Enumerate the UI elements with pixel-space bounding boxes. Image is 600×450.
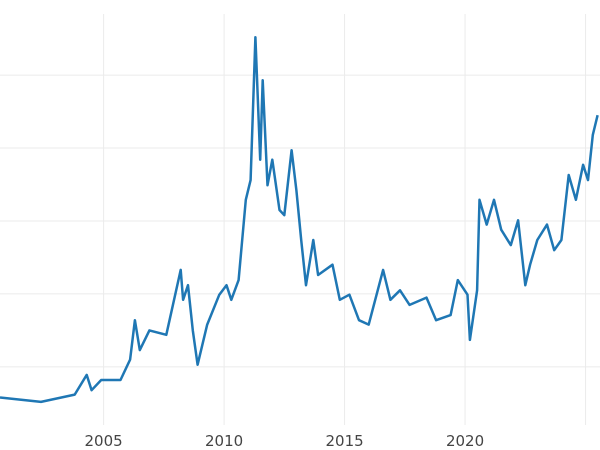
x-tick-label: 2005 (85, 432, 123, 450)
x-tick-label: 2015 (325, 432, 363, 450)
series-line (0, 35, 599, 404)
series-lines (0, 35, 599, 404)
x-axis-ticks: 2005 2010 2015 2020 (85, 432, 485, 450)
x-tick-label: 2010 (205, 432, 243, 450)
gridlines (0, 14, 600, 425)
x-tick-label: 2020 (446, 432, 484, 450)
